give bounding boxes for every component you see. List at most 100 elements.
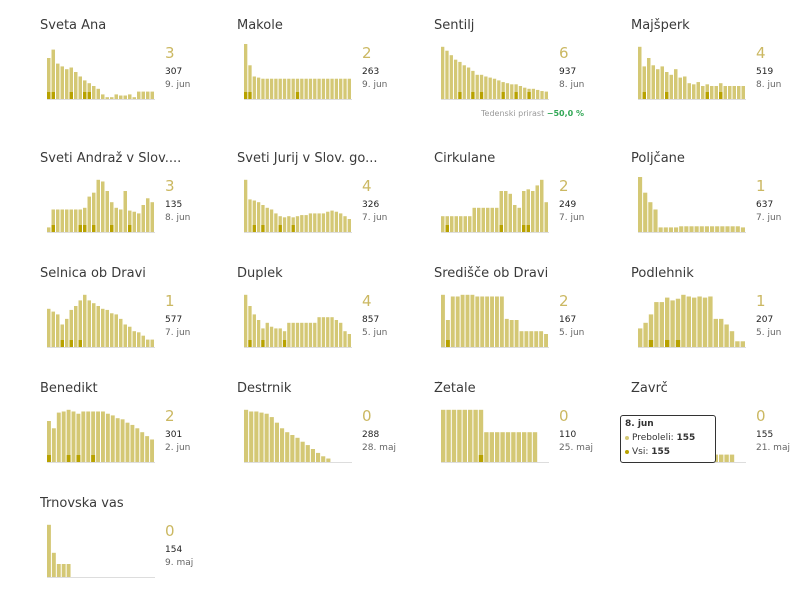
chart-bar[interactable] — [317, 317, 321, 348]
chart-bar[interactable] — [132, 97, 137, 100]
chart-bar[interactable] — [339, 322, 343, 348]
chart-bar[interactable] — [540, 91, 544, 100]
chart-bar[interactable] — [510, 84, 514, 100]
chart-bar[interactable] — [300, 322, 304, 348]
chart-bar[interactable] — [495, 432, 500, 463]
chart-bar[interactable] — [462, 409, 467, 463]
chart-bar[interactable] — [518, 86, 523, 100]
chart-bar[interactable] — [92, 192, 96, 233]
chart-bar[interactable] — [264, 413, 269, 463]
chart-bar[interactable] — [647, 58, 651, 100]
chart-bar[interactable] — [69, 67, 74, 100]
chart-bar[interactable] — [87, 300, 92, 348]
chart-bar[interactable] — [326, 78, 330, 100]
chart-bar[interactable] — [96, 179, 101, 233]
chart-bar[interactable] — [304, 78, 308, 100]
chart-bar[interactable] — [473, 409, 478, 463]
chart-bar[interactable] — [274, 328, 278, 348]
chart-bar[interactable] — [462, 65, 466, 100]
chart-bar[interactable] — [481, 207, 486, 233]
chart-bar[interactable] — [244, 409, 249, 463]
chart-bar[interactable] — [141, 205, 146, 233]
chart-bar[interactable] — [659, 302, 664, 348]
chart-bar[interactable] — [146, 339, 150, 348]
chart-bar[interactable] — [78, 300, 83, 348]
chart-bar[interactable] — [460, 294, 465, 348]
chart-bar[interactable] — [725, 226, 730, 233]
chart-bar[interactable] — [694, 226, 699, 233]
chart-bar[interactable] — [300, 215, 304, 233]
chart-bar[interactable] — [663, 227, 668, 233]
chart-bar[interactable] — [679, 226, 684, 233]
chart-bar[interactable] — [692, 84, 696, 100]
chart-bar[interactable] — [458, 61, 462, 100]
chart-bar[interactable] — [454, 216, 459, 233]
chart-bar[interactable] — [484, 76, 488, 100]
chart-bar[interactable] — [101, 181, 105, 233]
chart-bar[interactable] — [128, 94, 132, 100]
cases-bar-chart[interactable] — [441, 290, 549, 348]
chart-bar[interactable] — [60, 209, 65, 233]
chart-bar[interactable] — [468, 216, 472, 233]
chart-bar[interactable] — [670, 300, 675, 348]
chart-bar[interactable] — [529, 331, 534, 348]
chart-bar[interactable] — [321, 317, 326, 348]
chart-bar[interactable] — [710, 86, 714, 100]
chart-bar[interactable] — [516, 432, 521, 463]
chart-bar[interactable] — [146, 198, 150, 233]
chart-bar[interactable] — [295, 216, 300, 233]
chart-bar[interactable] — [638, 328, 643, 348]
chart-bar[interactable] — [730, 226, 735, 233]
chart-bar[interactable] — [150, 202, 155, 233]
chart-bar[interactable] — [668, 227, 673, 233]
chart-bar[interactable] — [539, 331, 544, 348]
chart-bar[interactable] — [74, 306, 78, 348]
chart-bar[interactable] — [78, 76, 83, 100]
chart-bar[interactable] — [256, 77, 261, 100]
chart-bar[interactable] — [248, 199, 252, 233]
chart-bar[interactable] — [83, 294, 87, 348]
chart-bar[interactable] — [485, 296, 490, 348]
chart-bar[interactable] — [490, 207, 495, 233]
chart-bar[interactable] — [141, 335, 146, 348]
chart-bar[interactable] — [252, 76, 256, 100]
chart-bar[interactable] — [723, 86, 728, 100]
chart-bar[interactable] — [96, 88, 101, 100]
chart-bar[interactable] — [656, 69, 660, 100]
chart-bar[interactable] — [729, 454, 735, 463]
chart-bar[interactable] — [532, 432, 538, 463]
chart-bar[interactable] — [321, 78, 326, 100]
chart-bar[interactable] — [719, 318, 724, 348]
chart-bar[interactable] — [280, 428, 285, 463]
chart-bar[interactable] — [248, 306, 252, 348]
chart-bar[interactable] — [505, 432, 511, 463]
chart-bar[interactable] — [714, 86, 719, 100]
chart-bar[interactable] — [51, 49, 56, 100]
chart-bar[interactable] — [457, 409, 462, 463]
chart-bar[interactable] — [441, 216, 445, 233]
chart-bar[interactable] — [83, 207, 87, 233]
chart-bar[interactable] — [724, 454, 729, 463]
chart-bar[interactable] — [484, 432, 489, 463]
chart-bar[interactable] — [56, 63, 60, 100]
chart-bar[interactable] — [120, 419, 125, 463]
chart-bar[interactable] — [269, 326, 274, 348]
chart-bar[interactable] — [287, 216, 291, 233]
chart-bar[interactable] — [71, 411, 76, 463]
chart-bar[interactable] — [708, 296, 713, 348]
chart-bar[interactable] — [47, 421, 51, 463]
chart-bar[interactable] — [56, 564, 61, 578]
chart-bar[interactable] — [499, 296, 504, 348]
cases-bar-chart[interactable] — [244, 290, 352, 348]
chart-bar[interactable] — [254, 411, 259, 463]
chart-bar[interactable] — [274, 213, 278, 233]
chart-bar[interactable] — [334, 320, 339, 348]
chart-bar[interactable] — [295, 322, 300, 348]
chart-bar[interactable] — [534, 331, 539, 348]
chart-bar[interactable] — [140, 432, 145, 463]
chart-bar[interactable] — [740, 341, 745, 348]
chart-bar[interactable] — [326, 317, 330, 348]
chart-bar[interactable] — [313, 78, 317, 100]
chart-bar[interactable] — [449, 55, 453, 100]
chart-bar[interactable] — [135, 428, 140, 463]
